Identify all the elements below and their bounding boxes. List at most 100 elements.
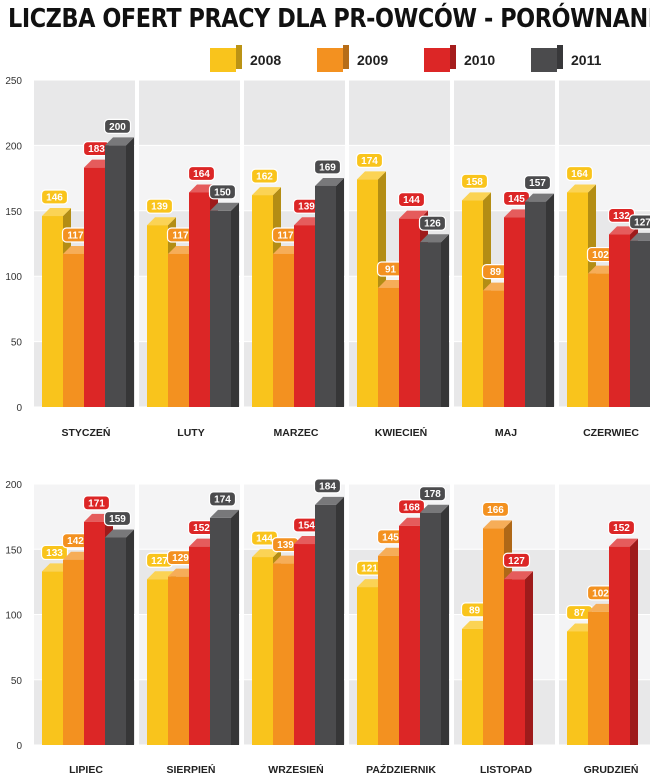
bar bbox=[378, 555, 399, 745]
bar bbox=[462, 200, 483, 407]
bar bbox=[147, 225, 168, 407]
data-label-box bbox=[82, 495, 111, 511]
bar-top bbox=[357, 171, 386, 180]
category-label: LIPIEC bbox=[69, 764, 103, 776]
data-label: 157 bbox=[529, 178, 546, 189]
group-separator bbox=[240, 80, 244, 407]
category-label: GRUDZIEŃ bbox=[584, 763, 639, 776]
bar bbox=[609, 546, 630, 745]
data-label: 139 bbox=[151, 202, 168, 213]
group-separator bbox=[555, 484, 559, 745]
bar bbox=[168, 253, 189, 407]
legend-label-2010: 2010 bbox=[464, 52, 496, 68]
y-tick-label: 0 bbox=[16, 403, 22, 414]
group-separator bbox=[135, 80, 139, 407]
legend-swatch-2010 bbox=[424, 45, 456, 72]
y-tick-label: 250 bbox=[5, 76, 22, 87]
data-label: 89 bbox=[490, 267, 502, 278]
y-tick-label: 50 bbox=[11, 338, 23, 349]
legend-label-2009: 2009 bbox=[357, 52, 389, 68]
bar-side bbox=[630, 538, 638, 745]
bar-top bbox=[420, 234, 449, 243]
data-label: 102 bbox=[592, 250, 609, 261]
group-separator bbox=[240, 484, 244, 745]
bar-top bbox=[105, 137, 134, 146]
bar-top bbox=[210, 509, 239, 518]
data-label: 183 bbox=[88, 144, 105, 155]
bar bbox=[315, 504, 336, 745]
data-label-box bbox=[145, 198, 174, 214]
legend-swatch-2011 bbox=[531, 45, 563, 72]
data-label: 126 bbox=[424, 219, 441, 230]
bar-top bbox=[483, 520, 512, 529]
data-label: 117 bbox=[67, 230, 84, 241]
data-label-box bbox=[628, 214, 650, 230]
bar bbox=[399, 218, 420, 407]
bar-top bbox=[420, 504, 449, 513]
data-label: 133 bbox=[46, 548, 63, 559]
data-label: 127 bbox=[151, 556, 168, 567]
data-label: 154 bbox=[298, 521, 315, 532]
bar bbox=[105, 145, 126, 407]
bar-top bbox=[252, 187, 281, 196]
bar bbox=[273, 563, 294, 745]
bar bbox=[105, 537, 126, 745]
bar bbox=[168, 576, 189, 745]
bar bbox=[252, 557, 273, 745]
bar bbox=[567, 631, 588, 745]
bar-side bbox=[441, 504, 449, 745]
data-label: 152 bbox=[193, 523, 210, 534]
data-label-box bbox=[313, 159, 342, 175]
data-label: 171 bbox=[88, 498, 105, 509]
data-label: 159 bbox=[109, 514, 126, 525]
bar bbox=[147, 579, 168, 745]
data-label: 142 bbox=[67, 536, 84, 547]
legend: 2008 2009 2010 2011 bbox=[210, 45, 640, 76]
data-label-box bbox=[103, 510, 132, 527]
bar-top bbox=[630, 232, 650, 241]
bar bbox=[42, 216, 63, 407]
bar bbox=[210, 517, 231, 745]
group-separator bbox=[30, 80, 34, 407]
data-label: 146 bbox=[46, 193, 63, 204]
bar bbox=[252, 195, 273, 407]
bar bbox=[420, 512, 441, 745]
data-label: 139 bbox=[277, 540, 294, 551]
data-label-box bbox=[187, 165, 216, 182]
data-label-box bbox=[523, 175, 552, 191]
category-label: MARZEC bbox=[274, 427, 319, 439]
bar-top bbox=[567, 184, 596, 193]
bar bbox=[609, 234, 630, 407]
data-label: 102 bbox=[592, 588, 609, 599]
bar bbox=[294, 544, 315, 745]
data-label: 144 bbox=[403, 195, 420, 206]
legend-swatch-2009 bbox=[317, 45, 349, 72]
bar-side bbox=[126, 529, 134, 745]
bar bbox=[504, 579, 525, 745]
data-label-box bbox=[397, 499, 426, 515]
bar-top bbox=[42, 208, 71, 217]
data-label-box bbox=[418, 215, 447, 231]
group-separator bbox=[345, 484, 349, 745]
category-label: LUTY bbox=[177, 427, 204, 439]
bar bbox=[84, 521, 105, 745]
data-label: 132 bbox=[613, 211, 630, 222]
category-label: KWIECIEŃ bbox=[375, 426, 428, 439]
group-separator bbox=[135, 484, 139, 745]
y-tick-label: 100 bbox=[5, 611, 22, 622]
data-label: 150 bbox=[214, 187, 231, 198]
data-label: 164 bbox=[193, 169, 210, 180]
bar-side bbox=[336, 496, 344, 745]
data-label: 127 bbox=[634, 217, 650, 228]
bar-side bbox=[336, 177, 344, 407]
bar-side bbox=[441, 234, 449, 407]
y-tick-label: 150 bbox=[5, 207, 22, 218]
bar bbox=[84, 167, 105, 407]
bar bbox=[357, 587, 378, 745]
data-label: 144 bbox=[256, 534, 273, 545]
y-tick-label: 200 bbox=[5, 480, 22, 491]
data-label-box bbox=[208, 184, 237, 200]
data-label: 166 bbox=[487, 505, 504, 516]
bar-top bbox=[147, 217, 176, 226]
bar bbox=[399, 525, 420, 745]
